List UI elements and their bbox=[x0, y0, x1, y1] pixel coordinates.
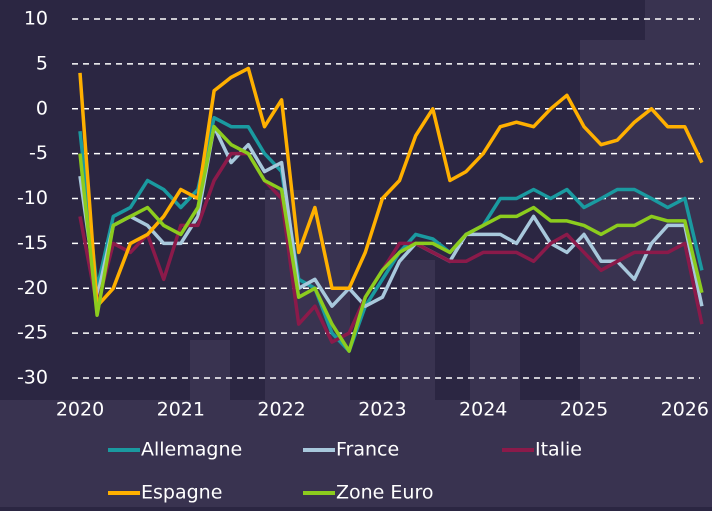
x-tick-label: 2023 bbox=[358, 399, 406, 421]
x-tick-label: 2021 bbox=[157, 399, 205, 421]
x-tick-label: 2026 bbox=[661, 399, 709, 421]
y-tick-label: -25 bbox=[17, 322, 48, 344]
y-tick-label: -5 bbox=[29, 142, 48, 164]
legend-label: Espagne bbox=[141, 482, 222, 504]
y-tick-label: -30 bbox=[17, 367, 48, 389]
x-tick-label: 2022 bbox=[257, 399, 305, 421]
x-tick-label: 2020 bbox=[56, 399, 104, 421]
legend-label: Italie bbox=[535, 439, 582, 461]
y-tick-label: -10 bbox=[17, 187, 48, 209]
legend-label: Zone Euro bbox=[336, 482, 433, 504]
legend-label: Allemagne bbox=[141, 439, 242, 461]
x-tick-label: 2024 bbox=[459, 399, 507, 421]
legend-label: France bbox=[336, 439, 399, 461]
x-tick-label: 2025 bbox=[560, 399, 608, 421]
y-tick-label: 10 bbox=[24, 8, 48, 30]
y-tick-label: -15 bbox=[17, 232, 48, 254]
y-tick-label: 0 bbox=[36, 97, 48, 119]
y-tick-label: -20 bbox=[17, 277, 48, 299]
chart: 10 5 0 -5 -10 -15 -20 -25 -30 2020 2021 2022 2023 202… bbox=[0, 0, 712, 507]
y-tick-label: 5 bbox=[36, 52, 48, 74]
